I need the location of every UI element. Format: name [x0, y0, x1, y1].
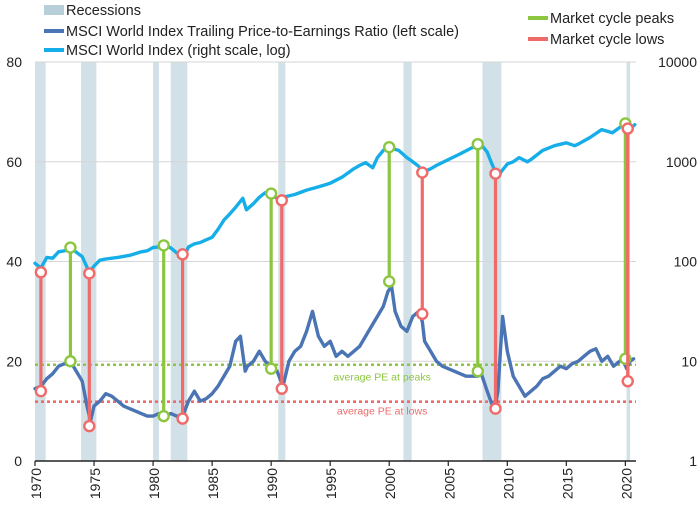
- y-left-tick-label-0: 0: [14, 453, 22, 469]
- low-pe-marker-4: [416, 307, 429, 321]
- x-tick-label-10: 2020: [618, 468, 634, 499]
- reference-lines: average PE at peaks average PE at lows: [35, 363, 636, 418]
- legend-label-0: Recessions: [66, 3, 141, 19]
- low-pe-marker-6: [621, 375, 634, 388]
- reference-line-label-1: average PE at lows: [337, 406, 427, 418]
- axes: 1970 1975 1980 1985 1990 1995 2000 2005 2010 2015…: [6, 54, 697, 499]
- peak-pe-marker-1: [157, 409, 170, 423]
- pe-ratio-line: [33, 284, 636, 423]
- low-index-marker-5: [489, 167, 502, 180]
- y-left-tick-label-1: 20: [6, 353, 22, 369]
- legend-label-1: MSCI World Index Trailing Price-to-Earni…: [66, 24, 459, 40]
- x-tick-label-2: 1980: [146, 468, 162, 499]
- low-index-marker-4: [416, 166, 429, 179]
- legend-label-4: Market cycle lows: [550, 32, 664, 48]
- y-left-tick-label-2: 40: [6, 254, 22, 270]
- x-tick-label-1: 1975: [87, 468, 103, 499]
- y-right-tick-label-2: 100: [674, 254, 698, 270]
- low-index-marker-3: [275, 194, 288, 207]
- low-pe-marker-2: [176, 412, 189, 425]
- low-pe-marker-3: [275, 382, 288, 395]
- peak-index-marker-2: [264, 187, 278, 200]
- peak-index-marker-1: [157, 239, 170, 252]
- peak-pe-marker-0: [64, 355, 77, 368]
- series-lines: [33, 122, 637, 423]
- low-pe-marker-0: [34, 384, 48, 398]
- peak-pe-marker-4: [471, 365, 484, 378]
- legend: Recessions MSCI World Index Trailing Pric…: [44, 3, 674, 59]
- market-cycle-events: [34, 117, 634, 433]
- y-right-tick-label-0: 1: [689, 453, 697, 469]
- x-tick-label-3: 1985: [205, 468, 221, 499]
- x-tick-label-4: 1990: [264, 468, 280, 499]
- x-tick-label-6: 2000: [382, 468, 398, 499]
- y-left-tick-label-3: 60: [6, 154, 22, 170]
- low-index-marker-0: [34, 266, 48, 279]
- peak-pe-marker-3: [383, 275, 396, 288]
- y-right-tick-label-4: 10000: [658, 54, 697, 70]
- grid-lines: [35, 61, 636, 462]
- peak-index-marker-3: [383, 140, 396, 154]
- low-index-marker-2: [176, 248, 189, 261]
- legend-label-2: MSCI World Index (right scale, log): [66, 43, 291, 59]
- low-index-marker-6: [621, 122, 634, 135]
- low-pe-marker-5: [489, 402, 502, 415]
- peak-index-marker-4: [471, 137, 484, 151]
- msci-index-line: [33, 122, 637, 274]
- reference-line-label-0: average PE at peaks: [333, 372, 430, 384]
- y-right-tick-label-1: 10: [681, 353, 697, 369]
- legend-swatch-0: [44, 5, 64, 15]
- low-index-marker-1: [83, 267, 96, 280]
- x-tick-label-5: 1995: [323, 468, 339, 499]
- peak-index-marker-0: [64, 241, 77, 254]
- x-tick-label-9: 2015: [559, 468, 575, 499]
- x-tick-label-8: 2010: [500, 468, 516, 499]
- x-tick-label-0: 1970: [28, 468, 44, 499]
- x-tick-label-7: 2005: [441, 468, 457, 499]
- y-right-tick-label-3: 1000: [666, 154, 697, 170]
- low-pe-marker-1: [83, 419, 96, 433]
- legend-label-3: Market cycle peaks: [550, 11, 674, 27]
- y-left-tick-label-4: 80: [6, 54, 22, 70]
- peak-pe-marker-2: [264, 362, 278, 375]
